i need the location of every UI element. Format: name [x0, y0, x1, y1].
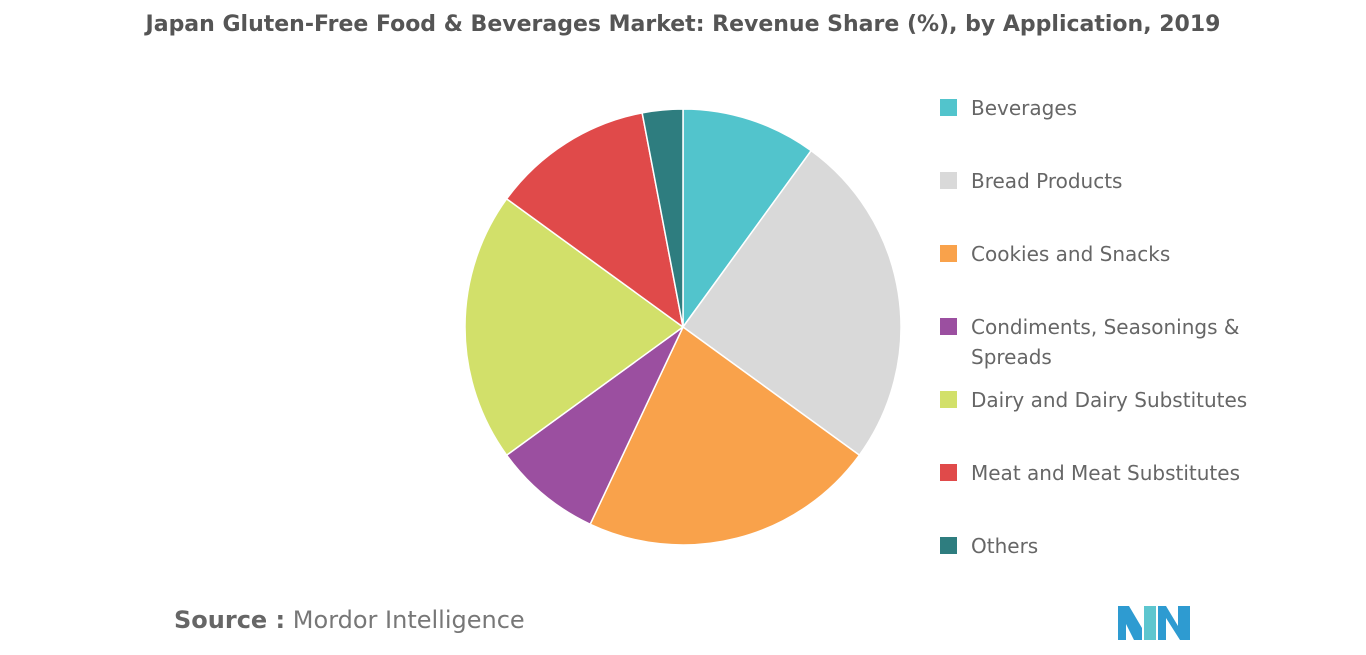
pie-slice-condiments-seasonings-spreads: [505, 326, 684, 526]
pie-slice-beverages: [682, 108, 813, 330]
source-note: Source : Mordor Intelligence: [174, 606, 525, 634]
logo-shape-middle: [1144, 606, 1156, 640]
logo-shape-right: [1158, 606, 1190, 640]
mordor-intelligence-logo-icon: [1118, 606, 1190, 640]
legend-label: Others: [971, 534, 1039, 558]
legend-label: Cookies and Snacks: [971, 242, 1171, 266]
legend-swatch: [940, 464, 957, 481]
legend-item-cookies-and-snacks: Cookies and Snacks: [940, 239, 1260, 269]
legend-item-dairy-and-dairy-substitutes: Dairy and Dairy Substitutes: [940, 385, 1260, 415]
legend-item-others: Others: [940, 531, 1260, 561]
pie-slice-dairy-and-dairy-substitutes: [464, 197, 685, 457]
chart-title: Japan Gluten-Free Food & Beverages Marke…: [145, 12, 1221, 37]
legend-swatch: [940, 391, 957, 408]
pie-slice-others: [641, 108, 684, 328]
legend-swatch: [940, 172, 957, 189]
legend-item-bread-products: Bread Products: [940, 166, 1260, 196]
legend-label: Condiments, Seasonings & Spreads: [971, 315, 1240, 369]
legend-item-beverages: Beverages: [940, 93, 1260, 123]
legend-item-meat-and-meat-substitutes: Meat and Meat Substitutes: [940, 458, 1260, 488]
legend-label: Meat and Meat Substitutes: [971, 461, 1240, 485]
legend-item-condiments-seasonings-spreads: Condiments, Seasonings & Spreads: [940, 312, 1260, 372]
pie-slice-bread-products: [681, 149, 902, 457]
legend-swatch: [940, 318, 957, 335]
legend-swatch: [940, 99, 957, 116]
legend-label: Dairy and Dairy Substitutes: [971, 388, 1248, 412]
legend-swatch: [940, 537, 957, 554]
pie-slice-meat-and-meat-substitutes: [505, 111, 685, 329]
logo-shape-left: [1118, 606, 1142, 640]
legend-label: Bread Products: [971, 169, 1123, 193]
legend-swatch: [940, 245, 957, 262]
legend-label: Beverages: [971, 96, 1078, 120]
source-text: Mordor Intelligence: [292, 606, 525, 634]
source-label: Source :: [174, 606, 286, 634]
